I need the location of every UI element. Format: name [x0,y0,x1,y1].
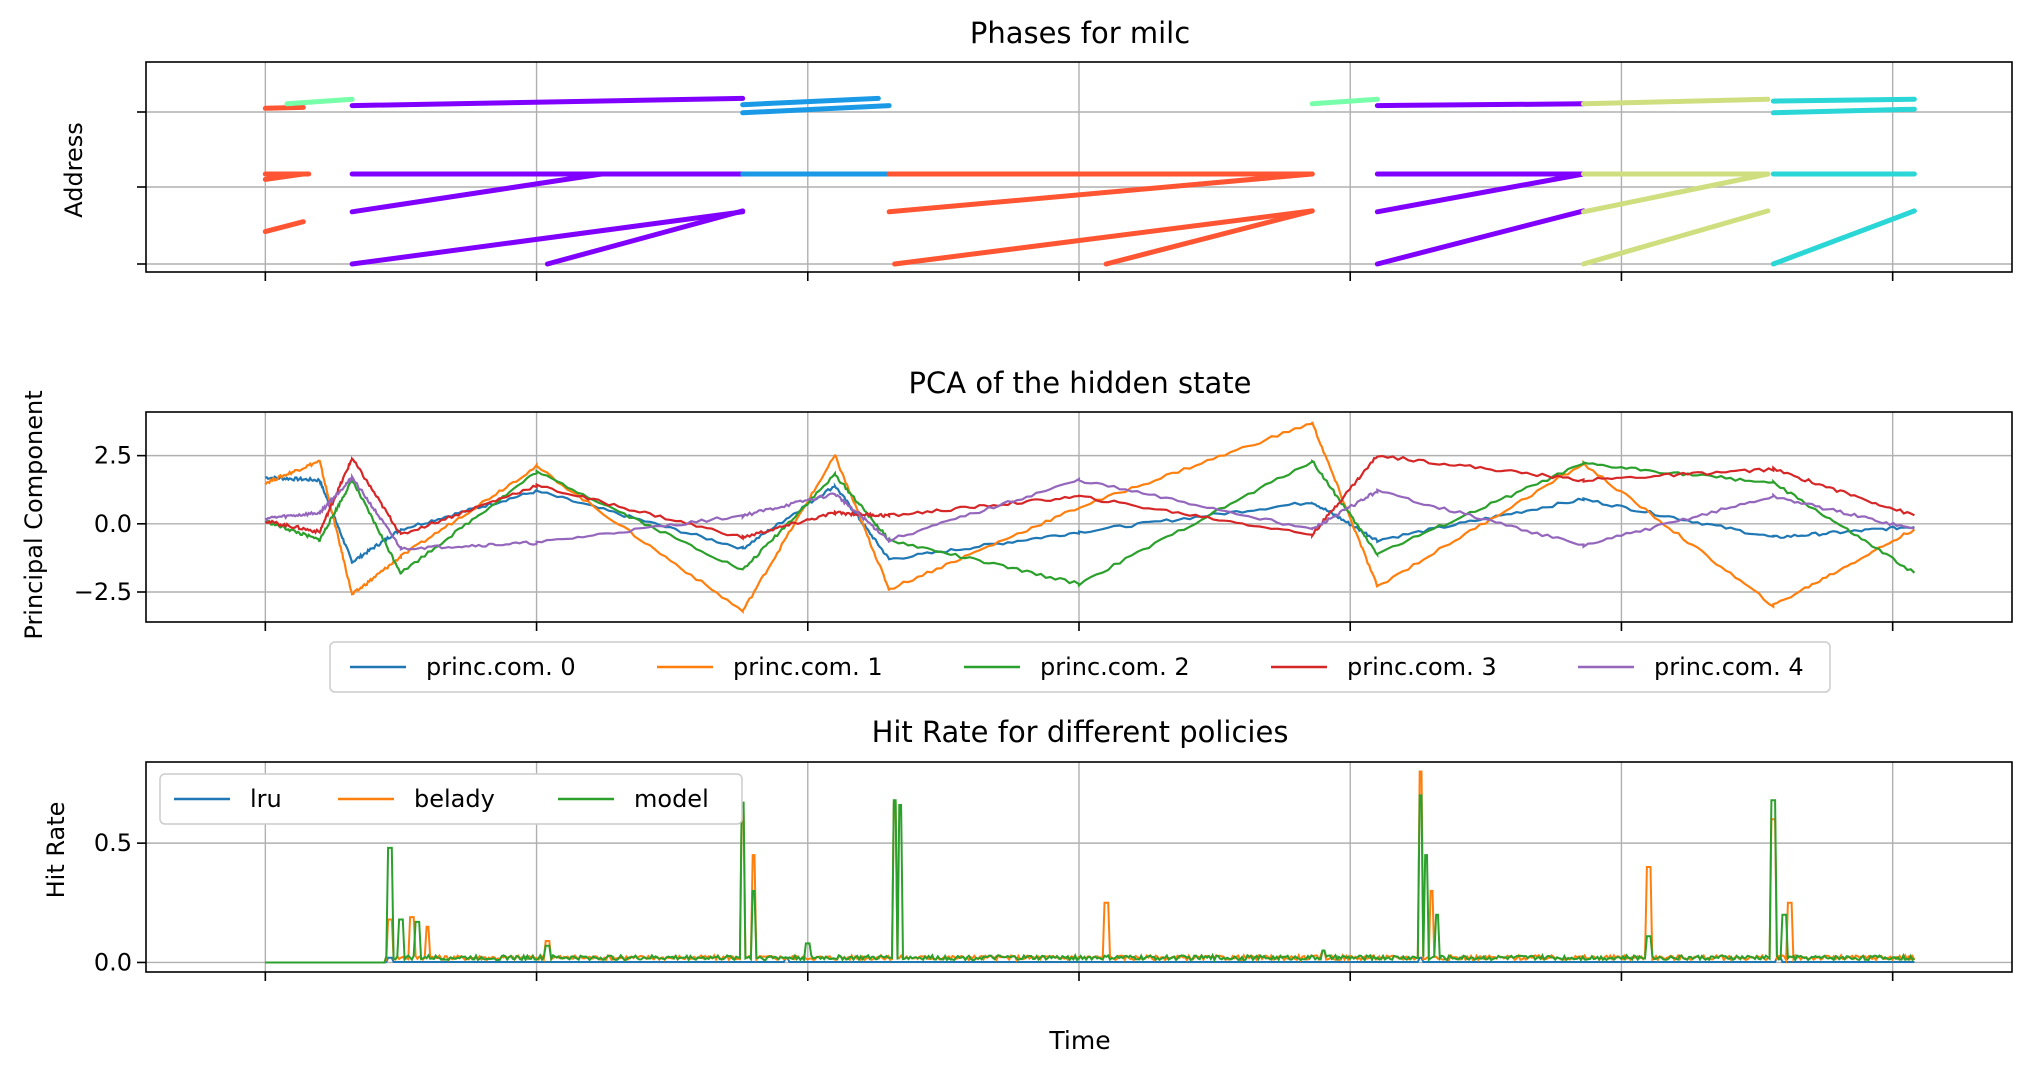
pca-title: PCA of the hidden state [909,366,1252,400]
series-line-pc2 [264,459,1916,588]
phase-segment-5 [349,95,746,109]
phases-ticks [137,111,1894,281]
legend-label-1: princ.com. 1 [733,653,883,681]
phases-title: Phases for milc [970,16,1190,50]
phase-segment-27 [1770,96,1917,104]
series-line-model [265,794,1916,964]
pca-marks [264,421,1916,614]
hitrate-legend: lru belady model [159,773,743,825]
legend-label-3: princ.com. 3 [1347,653,1497,681]
legend-box [329,641,1831,693]
phase-segment-0 [262,104,306,111]
phase-segment-18 [1374,101,1586,109]
phase-segment-14 [886,171,1315,215]
series-line-pc1 [264,421,1916,614]
y-tick-label-0: 2.5 [94,442,132,470]
series-line-lru [265,956,1915,964]
phases-panel: Phases for milc Address [60,16,2013,281]
legend-label-belady: belady [414,785,495,813]
pca-legend: princ.com. 0 princ.com. 1 princ.com. 2 prin… [329,641,1831,693]
legend-label-0: princ.com. 0 [426,653,576,681]
series-line-pc4 [264,472,1915,552]
hitrate-ticks: 0.5 0.0 [94,829,1894,981]
y-tick-label-1: 0.0 [94,510,132,538]
pca-panel: PCA of the hidden state Principal Compon… [20,366,2013,693]
hitrate-marks [265,770,1916,964]
y-tick-label-0: 0.5 [94,829,132,857]
phase-segment-10 [740,103,892,116]
legend-label-model: model [634,785,709,813]
phase-segment-16 [1103,208,1315,267]
phase-segment-21 [1374,208,1586,267]
pca-ylabel: Principal Component [20,390,48,639]
pca-ticks: 2.5 0.0 −2.5 [74,442,1894,631]
series-line-pc3 [265,454,1915,541]
figure-xlabel: Time [1048,1026,1110,1055]
phase-segment-9 [544,208,746,267]
hitrate-title: Hit Rate for different policies [872,715,1289,749]
phase-segment-15 [892,208,1315,267]
phase-segment-22 [1580,96,1771,107]
phase-segment-7 [349,171,605,215]
phase-segment-3 [262,219,306,235]
phase-segment-26 [1770,106,1917,116]
phases-ylabel: Address [60,122,88,218]
legend-label-2: princ.com. 2 [1040,653,1190,681]
legend-box [159,773,743,825]
phase-segment-24 [1580,171,1771,215]
y-tick-label-2: −2.5 [74,578,132,606]
phase-segment-29 [1770,208,1917,267]
phase-segment-17 [1309,96,1380,107]
phase-segment-8 [349,209,746,267]
legend-label-4: princ.com. 4 [1654,653,1804,681]
legend-label-lru: lru [250,785,282,813]
hitrate-panel: Hit Rate for different policies Hit Rate… [42,715,2013,981]
y-tick-label-1: 0.0 [94,948,132,976]
phase-segment-20 [1374,171,1586,215]
phase-segment-2 [262,171,306,182]
phase-segment-4 [284,96,355,107]
phase-segment-25 [1580,208,1771,267]
hitrate-ylabel: Hit Rate [42,802,70,899]
phases-marks [262,95,1917,267]
phase-segment-11 [740,95,881,108]
